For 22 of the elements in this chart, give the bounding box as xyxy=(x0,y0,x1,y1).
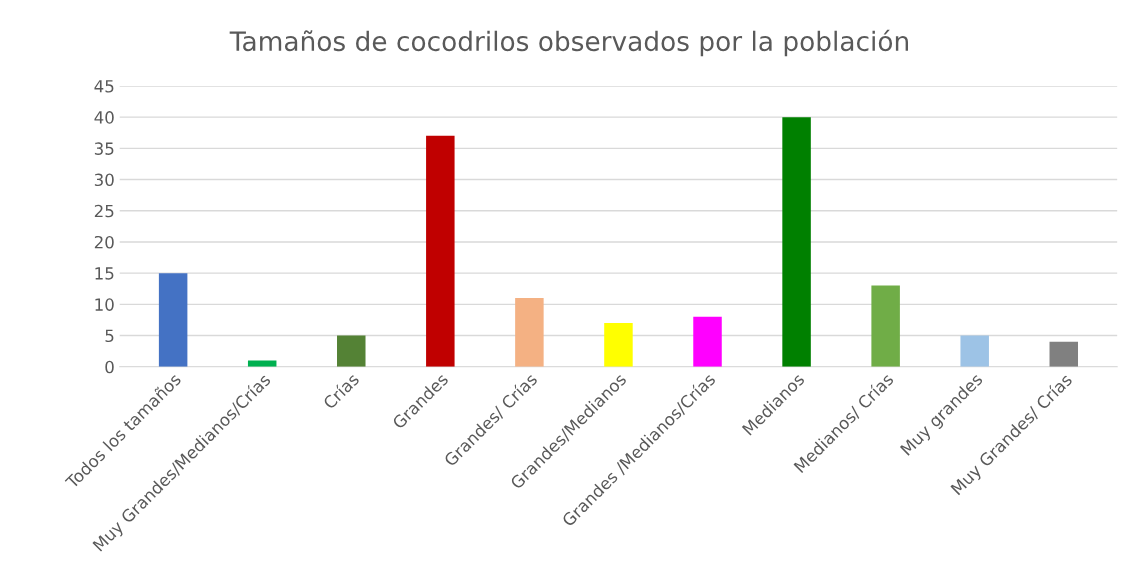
bar xyxy=(337,335,366,367)
y-tick-label: 45 xyxy=(94,80,114,93)
bar xyxy=(1049,341,1079,367)
bar xyxy=(426,135,455,367)
y-tick-label: 30 xyxy=(94,173,114,187)
y-tick-label: 35 xyxy=(94,142,114,155)
y-tick-label: 10 xyxy=(95,298,114,311)
y-tick-label: 25 xyxy=(94,204,114,218)
y-tick-label: 20 xyxy=(94,235,114,249)
bar xyxy=(871,285,900,367)
bar xyxy=(693,316,722,367)
bar xyxy=(247,360,277,367)
y-tick-label: 15 xyxy=(95,267,114,280)
bar xyxy=(960,335,989,367)
chart-title: Tamaños de cocodrilos observados por la población xyxy=(229,29,908,57)
bar xyxy=(604,323,633,367)
bar xyxy=(158,273,188,367)
y-tick-label: 5 xyxy=(105,329,114,343)
bar xyxy=(515,298,544,367)
bar xyxy=(782,117,811,367)
y-tick-label: 40 xyxy=(94,111,114,124)
y-tick-label: 0 xyxy=(105,360,114,374)
